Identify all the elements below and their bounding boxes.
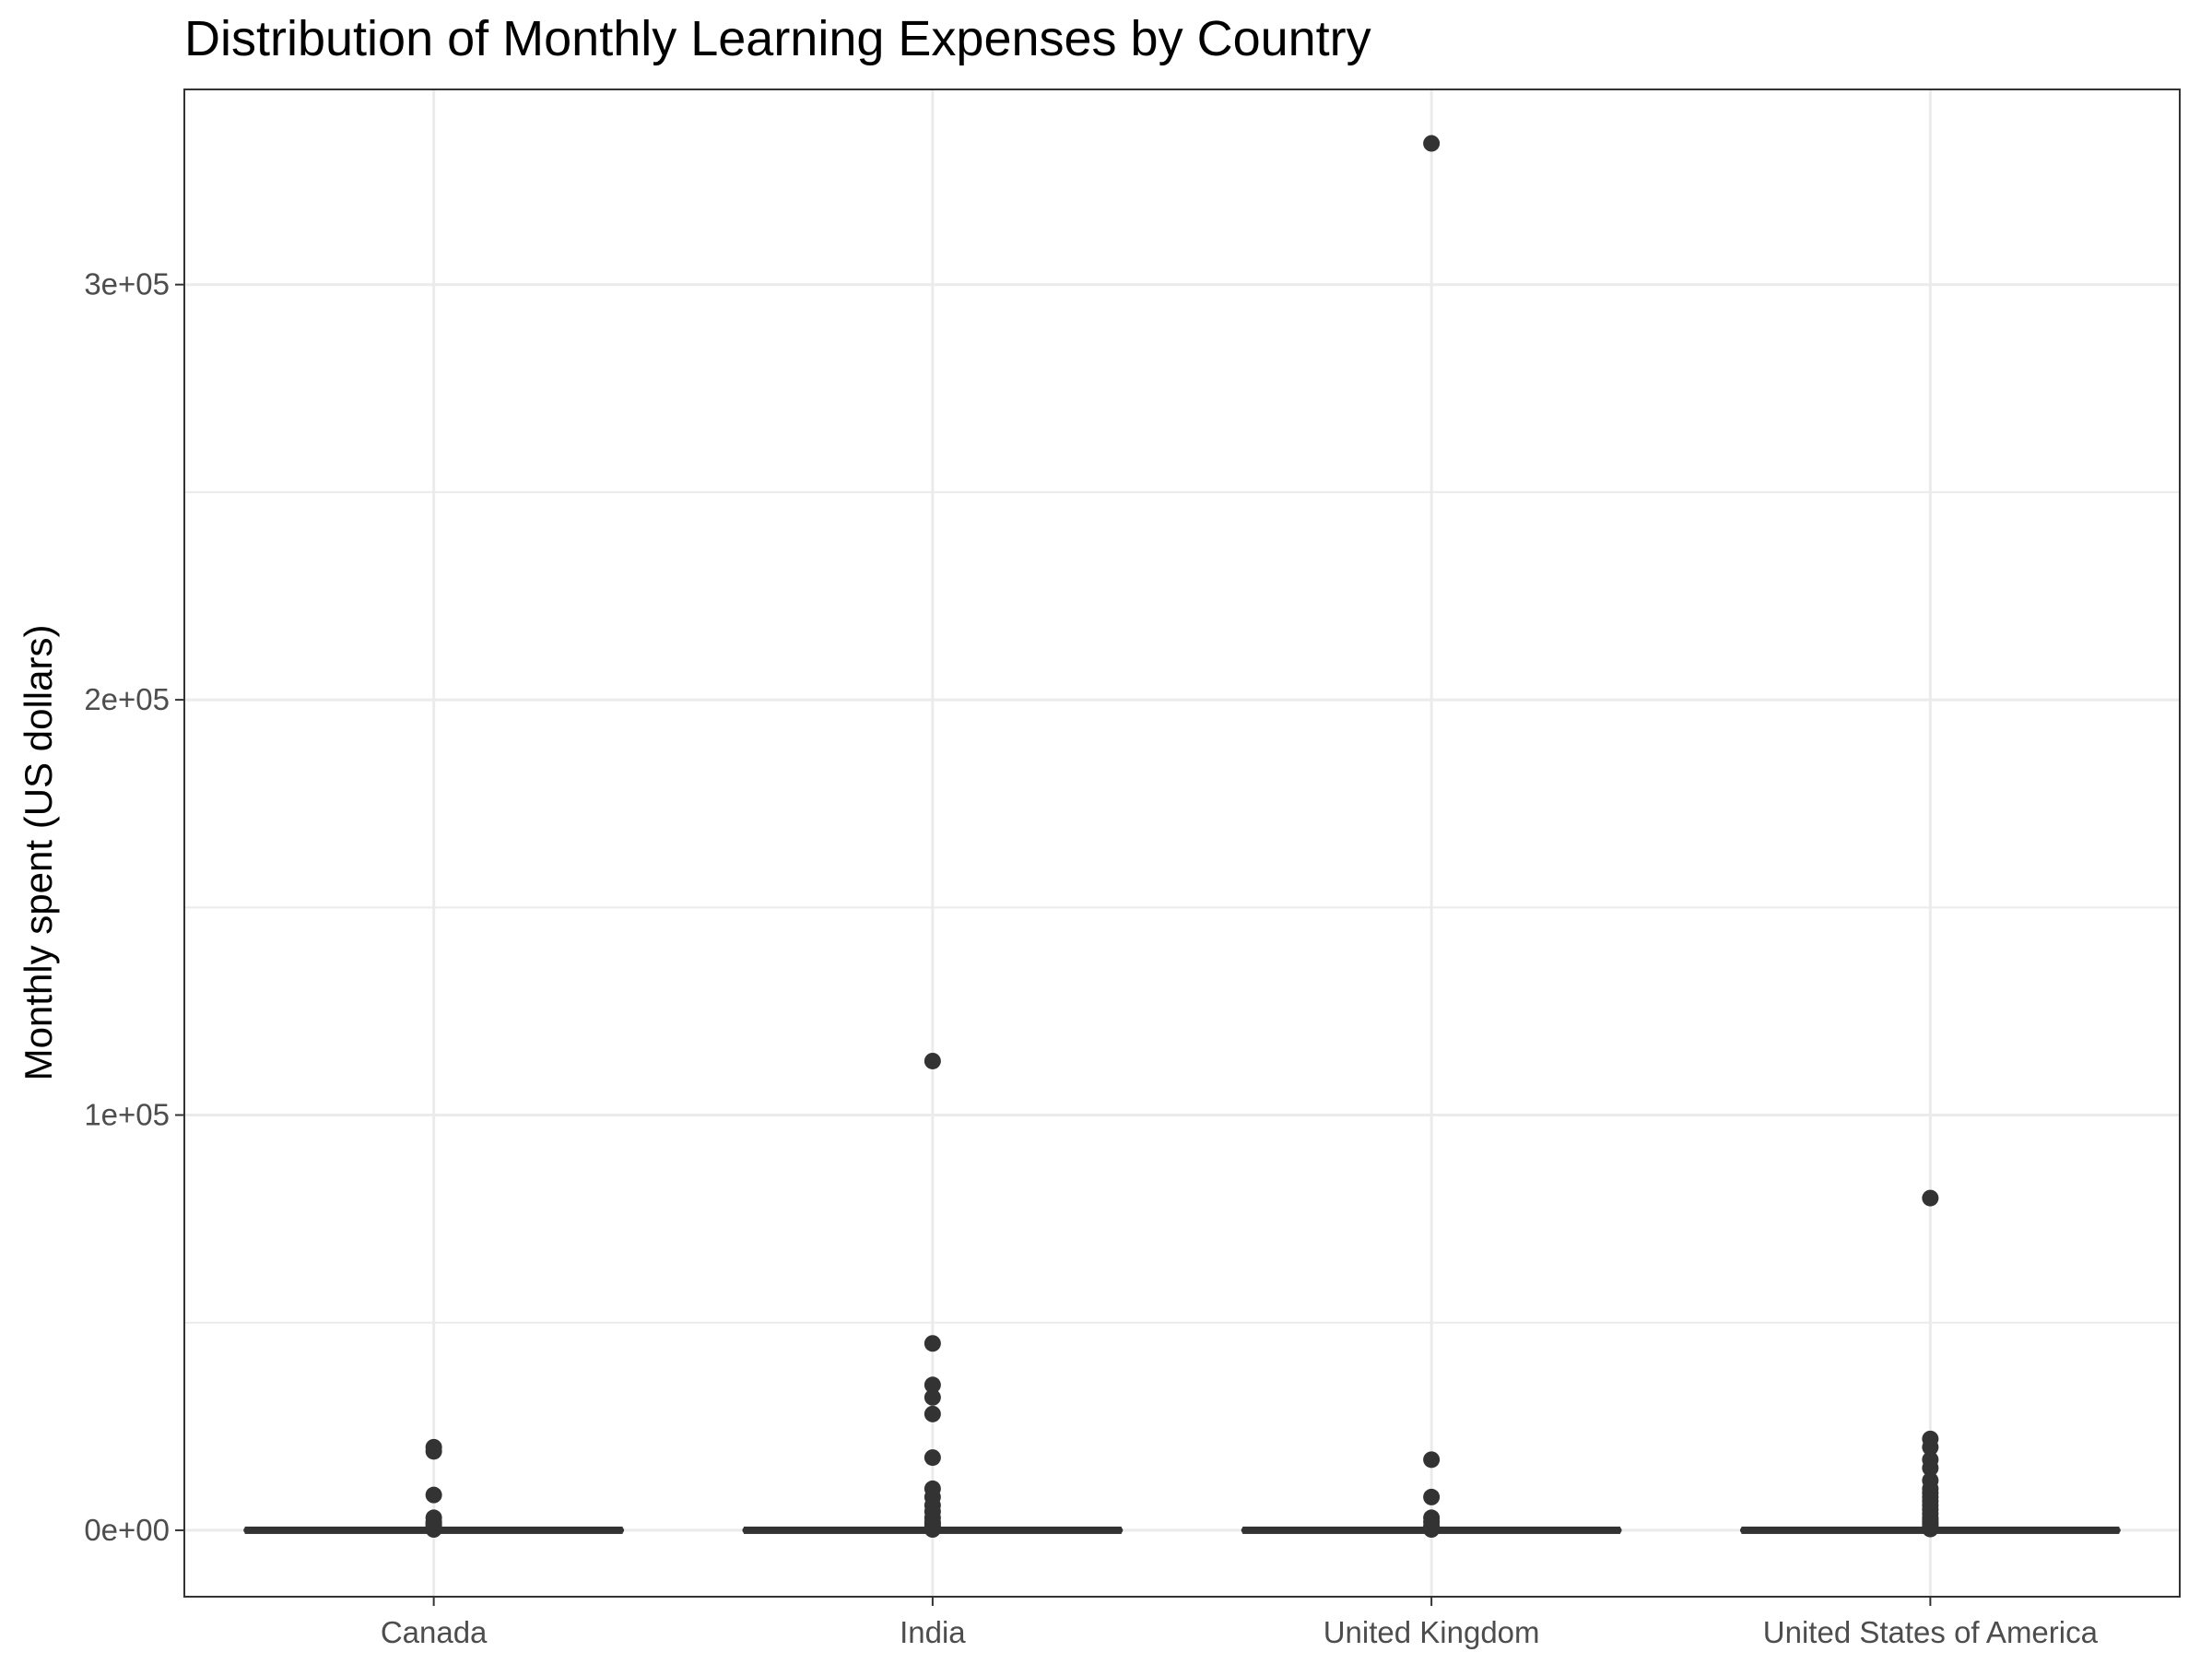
outlier-point <box>1922 1520 1939 1538</box>
outlier-point <box>924 1449 941 1467</box>
y-tick-label: 2e+05 <box>84 682 170 716</box>
x-tick-label: United States of America <box>1763 1615 2099 1649</box>
y-tick-label: 0e+00 <box>84 1513 170 1547</box>
grid-layer <box>184 89 2180 1597</box>
chart-title: Distribution of Monthly Learning Expense… <box>184 11 1371 66</box>
outlier-point <box>425 1521 442 1539</box>
outlier-point <box>1423 1521 1441 1539</box>
outlier-point <box>1922 1438 1939 1456</box>
outlier-layer <box>425 135 1939 1539</box>
outlier-point <box>425 1486 442 1504</box>
outlier-point <box>425 1443 442 1460</box>
outlier-point <box>924 1376 941 1394</box>
outlier-point <box>1423 135 1441 152</box>
x-tick-label: India <box>900 1615 966 1649</box>
outlier-point <box>1423 1451 1441 1469</box>
x-tick-label: Canada <box>381 1615 488 1649</box>
outlier-point <box>924 1388 941 1406</box>
outlier-point <box>924 1335 941 1352</box>
outlier-point <box>1922 1459 1939 1477</box>
outlier-point <box>1423 1488 1441 1505</box>
x-tick-label: United Kingdom <box>1324 1615 1540 1649</box>
axis-layer: 0e+00 1e+05 2e+05 3e+05 Canada India United Ki… <box>84 267 2098 1649</box>
y-tick-label: 3e+05 <box>84 267 170 301</box>
outlier-point <box>924 1521 941 1539</box>
y-tick-label: 1e+05 <box>84 1098 170 1132</box>
outlier-point <box>1922 1189 1939 1207</box>
outlier-point <box>924 1405 941 1422</box>
plot-panel-border <box>183 89 2181 1598</box>
outlier-point <box>924 1052 941 1069</box>
y-axis-label: Monthly spent (US dollars) <box>17 625 60 1081</box>
